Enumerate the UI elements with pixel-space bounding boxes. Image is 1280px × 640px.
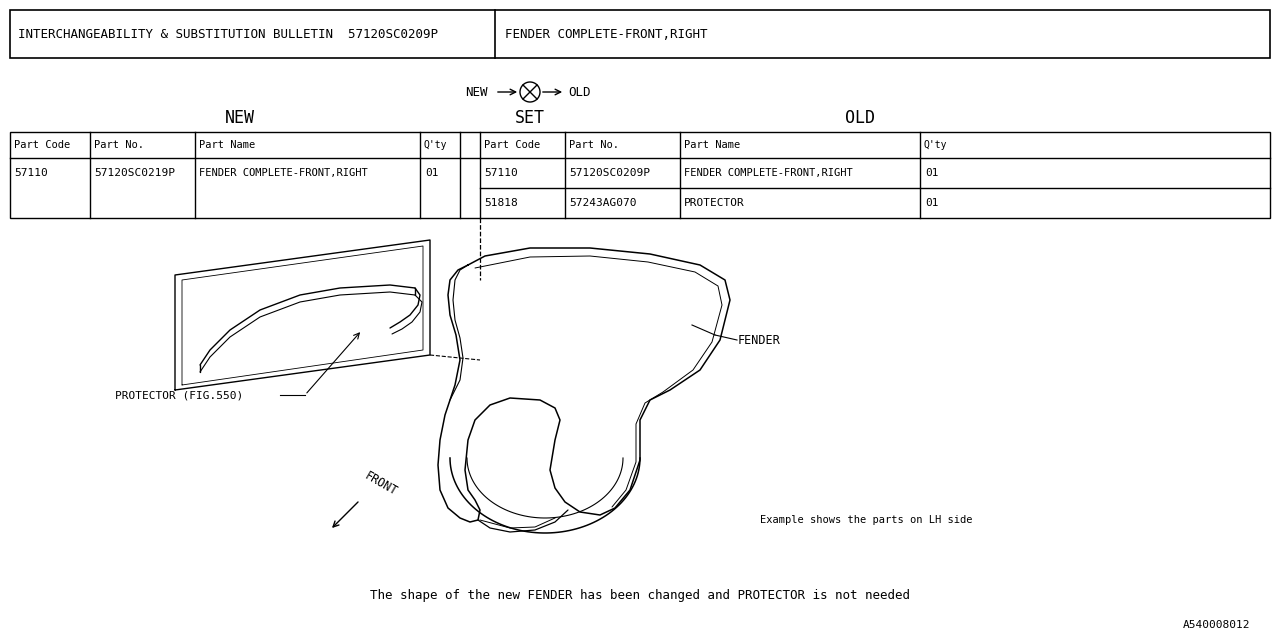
Text: FRONT: FRONT [362, 469, 399, 498]
Bar [10, 132, 1270, 218]
Text: 57243AG070: 57243AG070 [570, 198, 636, 208]
Text: PROTECTOR: PROTECTOR [684, 198, 745, 208]
Text: Part Name: Part Name [198, 140, 255, 150]
Text: 57120SC0219P: 57120SC0219P [93, 168, 175, 178]
Text: NEW: NEW [465, 86, 488, 99]
Text: NEW: NEW [225, 109, 255, 127]
Text: A540008012: A540008012 [1183, 620, 1251, 630]
Text: 57120SC0209P: 57120SC0209P [570, 168, 650, 178]
Text: 57110: 57110 [14, 168, 47, 178]
Text: PROTECTOR (FIG.550): PROTECTOR (FIG.550) [115, 390, 243, 400]
Text: Part Code: Part Code [484, 140, 540, 150]
Text: The shape of the new FENDER has been changed and PROTECTOR is not needed: The shape of the new FENDER has been cha… [370, 589, 910, 602]
Text: 01: 01 [425, 168, 439, 178]
Text: Part No.: Part No. [93, 140, 143, 150]
Text: Part No.: Part No. [570, 140, 620, 150]
Text: FENDER COMPLETE-FRONT,RIGHT: FENDER COMPLETE-FRONT,RIGHT [506, 28, 708, 40]
Text: 01: 01 [925, 198, 938, 208]
Bar [10, 10, 1270, 58]
Text: SET: SET [515, 109, 545, 127]
Text: 51818: 51818 [484, 198, 517, 208]
Text: Part Name: Part Name [684, 140, 740, 150]
Text: FENDER COMPLETE-FRONT,RIGHT: FENDER COMPLETE-FRONT,RIGHT [684, 168, 852, 178]
Text: FENDER: FENDER [739, 333, 781, 346]
Text: 57110: 57110 [484, 168, 517, 178]
Text: OLD: OLD [845, 109, 876, 127]
Text: 01: 01 [925, 168, 938, 178]
Text: FENDER COMPLETE-FRONT,RIGHT: FENDER COMPLETE-FRONT,RIGHT [198, 168, 367, 178]
Text: Part Code: Part Code [14, 140, 70, 150]
Text: Q'ty: Q'ty [424, 140, 448, 150]
Text: Example shows the parts on LH side: Example shows the parts on LH side [760, 515, 973, 525]
Text: INTERCHANGEABILITY & SUBSTITUTION BULLETIN  57120SC0209P: INTERCHANGEABILITY & SUBSTITUTION BULLET… [18, 28, 438, 40]
Text: Q'ty: Q'ty [924, 140, 947, 150]
Text: OLD: OLD [568, 86, 590, 99]
